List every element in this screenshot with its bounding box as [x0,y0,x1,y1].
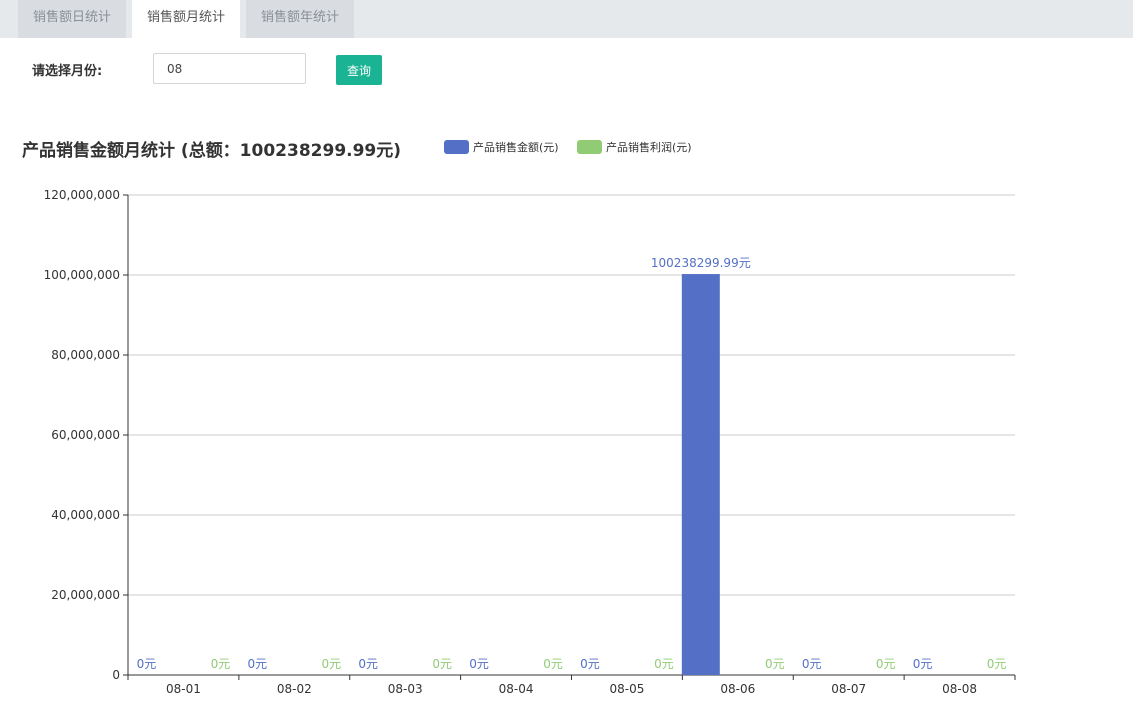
x-tick-label: 08-02 [277,682,312,696]
x-tick-label: 08-01 [166,682,201,696]
legend-item-sales-amount[interactable]: 产品销售金额(元) [444,139,559,155]
legend-item-sales-profit[interactable]: 产品销售利润(元) [577,139,692,155]
data-label: 0元 [469,657,489,671]
query-button[interactable]: 查询 [336,55,382,85]
y-tick-label: 60,000,000 [51,428,120,442]
legend-swatch-sales-profit [577,140,602,154]
legend-label-sales-profit: 产品销售利润(元) [606,141,692,154]
bar [681,274,720,675]
x-tick-label: 08-06 [720,682,755,696]
data-label: 0元 [358,657,378,671]
x-tick-label: 08-03 [388,682,423,696]
tab-bar: 销售额日统计 销售额月统计 销售额年统计 [0,0,1133,38]
data-label: 0元 [580,657,600,671]
data-label: 0元 [247,657,267,671]
y-tick-label: 120,000,000 [44,188,120,202]
tab-daily-sales[interactable]: 销售额日统计 [18,0,126,38]
legend-swatch-sales-amount [444,140,469,154]
data-label: 0元 [987,657,1007,671]
data-label: 0元 [137,657,157,671]
data-label: 0元 [876,657,896,671]
x-tick-label: 08-07 [831,682,866,696]
tab-monthly-sales[interactable]: 销售额月统计 [132,0,240,38]
y-tick-label: 20,000,000 [51,588,120,602]
x-tick-label: 08-04 [499,682,534,696]
data-label: 0元 [432,657,452,671]
data-label: 0元 [543,657,563,671]
data-label: 0元 [913,657,933,671]
data-label: 0元 [211,657,231,671]
y-tick-label: 40,000,000 [51,508,120,522]
data-label: 0元 [321,657,341,671]
y-tick-label: 0 [112,668,120,682]
month-input[interactable] [153,53,306,84]
data-label: 0元 [654,657,674,671]
legend-label-sales-amount: 产品销售金额(元) [473,141,559,154]
y-tick-label: 100,000,000 [44,268,120,282]
tab-yearly-sales[interactable]: 销售额年统计 [246,0,354,38]
data-label: 100238299.99元 [651,256,751,270]
x-tick-label: 08-08 [942,682,977,696]
data-label: 0元 [802,657,822,671]
x-tick-label: 08-05 [610,682,645,696]
data-label: 0元 [765,657,785,671]
month-select-label: 请选择月份: [32,64,103,79]
y-tick-label: 80,000,000 [51,348,120,362]
chart-title: 产品销售金额月统计 (总额：100238299.99元) [22,141,402,161]
